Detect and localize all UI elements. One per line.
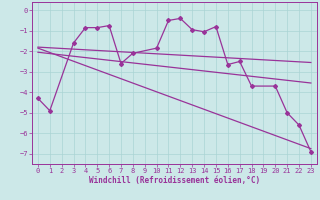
X-axis label: Windchill (Refroidissement éolien,°C): Windchill (Refroidissement éolien,°C) xyxy=(89,176,260,185)
